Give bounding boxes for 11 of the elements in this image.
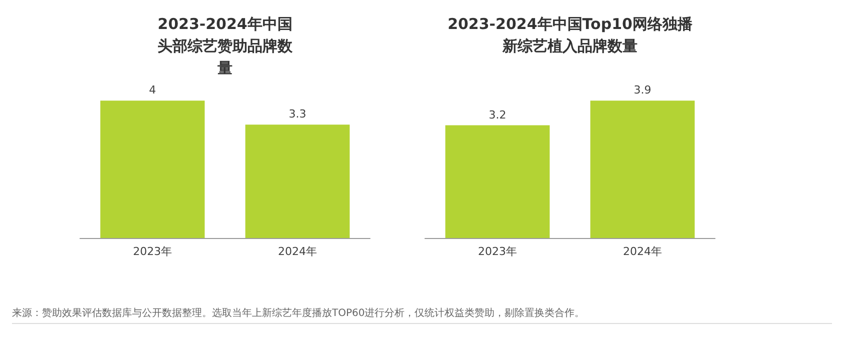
- x-tick-label: 2024年: [623, 245, 662, 258]
- x-tick-label: 2023年: [133, 245, 172, 258]
- chart-title: 2023-2024年中国头部综艺赞助品牌数量: [158, 15, 294, 77]
- data-label: 3.3: [288, 108, 306, 121]
- chart-title: 2023-2024年中国Top10网络独播新综艺植入品牌数量: [448, 15, 694, 55]
- data-label: 3.2: [488, 108, 506, 122]
- x-tick-label: 2023年: [478, 245, 517, 258]
- data-label: 3.9: [634, 84, 652, 97]
- source-note: 来源：赞助效果评估数据库与公开数据整理。选取当年上新综艺年度播放TOP60进行分析，仅统计权益类赞助，剔除置换类合作。: [12, 306, 586, 320]
- x-tick-label: 2024年: [278, 245, 317, 258]
- data-label: 4: [149, 84, 156, 97]
